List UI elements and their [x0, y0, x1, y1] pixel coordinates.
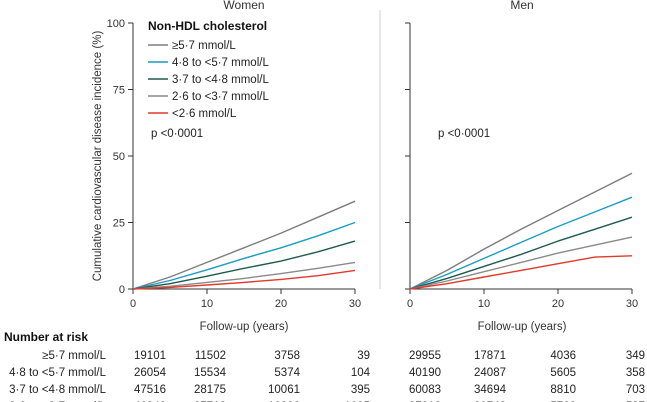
panel-women: Women 0 25 50 75 100 0 10 20 30 Follow-up (years) p… [107, 0, 361, 333]
x-tick-label: 10 [201, 298, 213, 310]
risk-value: 17871 [474, 350, 506, 362]
risk-value: 19101 [134, 350, 166, 362]
risk-value: 349 [626, 350, 645, 362]
risk-value: 24087 [474, 367, 506, 379]
risk-table: Number at risk ≥5·7 mmol/L 19101 11502 3758 3… [4, 330, 645, 402]
series-line [132, 221, 356, 290]
series-line [409, 216, 633, 290]
series-line [132, 261, 356, 290]
risk-table-title: Number at risk [4, 330, 88, 344]
legend-label: ≥5·7 mmol/L [172, 40, 236, 52]
y-tick-label: 75 [113, 85, 125, 97]
legend-label: 4·8 to <5·7 mmol/L [172, 57, 269, 69]
risk-value: 4036 [550, 350, 576, 362]
risk-value: 11502 [195, 350, 226, 362]
x-axis-label: Follow-up (years) [478, 321, 567, 333]
panel-men: Men 0 10 20 30 Follow-up (years) p <0·0001 [405, 0, 638, 333]
series-line [132, 240, 356, 290]
x-tick-label: 20 [552, 298, 564, 310]
y-axis-label: Cumulative cardiovascular disease incide… [92, 31, 104, 282]
x-tick-label: 20 [275, 298, 287, 310]
x-tick-label: 10 [478, 298, 490, 310]
series-line [132, 200, 356, 290]
series-line [132, 269, 356, 290]
risk-row-label: 3·7 to <4·8 mmol/L [9, 384, 106, 396]
risk-value: 703 [626, 384, 645, 396]
risk-value: 8810 [550, 384, 576, 396]
risk-value: 28175 [194, 384, 226, 396]
risk-value: 10061 [268, 384, 300, 396]
series-line [409, 172, 633, 290]
risk-value: 5374 [274, 367, 300, 379]
legend: Non-HDL cholesterol ≥5·7 mmol/L 4·8 to <5·… [148, 19, 269, 120]
x-tick-label: 0 [130, 298, 136, 310]
panel-title: Men [510, 0, 533, 12]
risk-value: 39 [357, 350, 370, 362]
legend-label: 2·6 to <3·7 mmol/L [172, 91, 269, 103]
p-value: p <0·0001 [151, 128, 203, 140]
risk-value: 104 [351, 367, 371, 379]
x-axis-label: Follow-up (years) [200, 321, 289, 333]
risk-row-label: 4·8 to <5·7 mmol/L [9, 367, 106, 379]
risk-value: 3758 [274, 350, 300, 362]
risk-value: 60083 [409, 384, 441, 396]
legend-title: Non-HDL cholesterol [148, 19, 267, 33]
risk-value: 34694 [474, 384, 507, 396]
series-line [409, 196, 633, 290]
y-tick-label: 25 [113, 218, 125, 230]
risk-value: 26054 [134, 367, 167, 379]
series-line [409, 236, 633, 290]
legend-label: <2·6 mmol/L [172, 108, 237, 120]
risk-value: 15534 [194, 367, 227, 379]
y-tick-label: 0 [119, 284, 125, 296]
risk-value: 5605 [550, 367, 576, 379]
y-tick-label: 50 [113, 151, 125, 163]
panel-title: Women [223, 0, 264, 12]
risk-row-label: ≥5·7 mmol/L [42, 350, 106, 362]
x-tick-label: 30 [349, 298, 361, 310]
risk-value: 40190 [409, 367, 441, 379]
series-line [409, 255, 633, 290]
risk-value: 395 [351, 384, 370, 396]
x-tick-label: 30 [626, 298, 638, 310]
risk-value: 29955 [409, 350, 441, 362]
legend-label: 3·7 to <4·8 mmol/L [172, 74, 269, 86]
risk-value: 358 [626, 367, 645, 379]
x-tick-label: 0 [407, 298, 413, 310]
y-tick-label: 100 [107, 18, 125, 30]
risk-value: 47516 [134, 384, 166, 396]
p-value: p <0·0001 [438, 128, 490, 140]
